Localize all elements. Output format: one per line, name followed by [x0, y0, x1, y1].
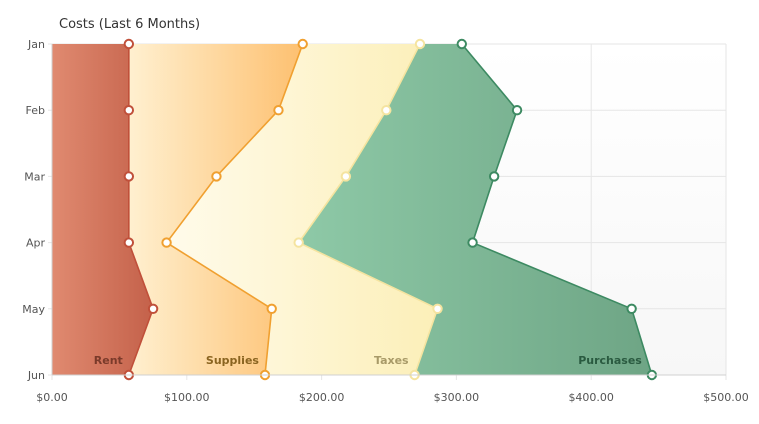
x-tick-label: $500.00 [703, 391, 749, 404]
line-supplies [165, 43, 304, 376]
data-point[interactable] [467, 237, 478, 248]
x-tick-label: $100.00 [164, 391, 210, 404]
area-taxes [166, 44, 438, 375]
x-tick-label: $300.00 [434, 391, 480, 404]
x-tick-label: $200.00 [299, 391, 345, 404]
area-rent [52, 44, 154, 375]
x-tick-label: $400.00 [568, 391, 614, 404]
y-tick-label: Mar [24, 170, 45, 183]
series-label-rent: Rent [94, 354, 123, 367]
data-point[interactable] [456, 38, 467, 50]
data-point[interactable] [488, 171, 500, 182]
data-point[interactable] [123, 237, 135, 248]
data-point[interactable] [273, 105, 284, 116]
data-point[interactable] [123, 38, 135, 50]
chart-title: Costs (Last 6 Months) [59, 17, 200, 32]
data-point[interactable] [293, 237, 304, 248]
series-lines [128, 43, 653, 376]
data-point[interactable] [161, 237, 172, 248]
series-label-supplies: Supplies [206, 354, 260, 367]
data-point[interactable] [511, 105, 523, 116]
line-purchases [461, 43, 653, 376]
y-tick-label: Jan [27, 38, 45, 51]
data-point[interactable] [266, 303, 277, 314]
data-point[interactable] [626, 303, 637, 314]
data-point[interactable] [381, 105, 392, 116]
y-tick-label: Feb [26, 104, 45, 117]
x-tick-label: $0.00 [36, 391, 68, 404]
series-label-taxes: Taxes [374, 354, 409, 367]
y-tick-label: Apr [26, 237, 46, 250]
data-point[interactable] [340, 171, 352, 182]
y-tick-label: Jun [27, 369, 45, 382]
data-point[interactable] [211, 171, 222, 182]
series-label-purchases: Purchases [578, 354, 642, 367]
axes: $0.00 $100.00 $200.00 $300.00 $400.00 $500.00… [22, 38, 749, 404]
series-labels: Rent Supplies Taxes Purchases [94, 354, 642, 367]
area-purchases [298, 44, 652, 375]
area-series [52, 44, 652, 375]
area-supplies [128, 44, 303, 375]
y-tick-label: May [22, 303, 45, 316]
data-point[interactable] [414, 38, 426, 50]
data-point[interactable] [123, 105, 135, 116]
data-point[interactable] [147, 303, 159, 314]
line-taxes [297, 43, 439, 376]
data-point[interactable] [432, 303, 443, 314]
line-rent [128, 44, 154, 376]
data-point[interactable] [297, 38, 308, 50]
data-point[interactable] [123, 171, 135, 182]
